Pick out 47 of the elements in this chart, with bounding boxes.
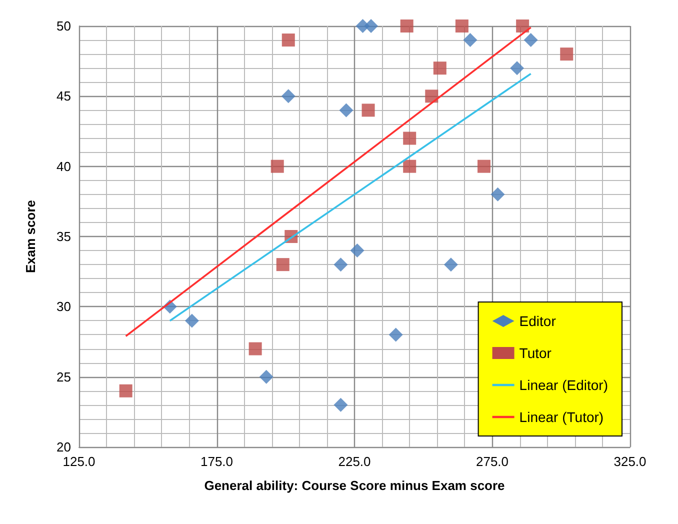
y-tick-label: 45: [56, 88, 71, 104]
point: [350, 244, 364, 258]
point: [490, 187, 505, 202]
point: [510, 61, 524, 76]
point: [270, 160, 284, 173]
point: [364, 19, 378, 33]
y-tick-label: 20: [56, 440, 71, 454]
point: [560, 48, 574, 61]
x-tick-label: 275.0: [476, 454, 509, 469]
x-axis-title: General ability: Course Score minus Exam score: [204, 478, 505, 493]
point: [362, 104, 375, 117]
y-tick-label: 35: [56, 229, 71, 244]
y-tick-label: 25: [56, 369, 71, 384]
x-tick-label: 175.0: [200, 454, 234, 469]
point: [334, 398, 348, 412]
y-axis-title: Exam score: [23, 200, 38, 273]
point: [184, 314, 199, 328]
x-tick-label: 125.0: [62, 454, 96, 469]
point: [248, 342, 262, 356]
point: [444, 258, 458, 272]
point: [477, 160, 490, 173]
point: [463, 33, 478, 48]
point: [339, 103, 354, 118]
point: [259, 370, 274, 384]
point: [524, 33, 538, 48]
point: [400, 20, 414, 32]
point: [403, 132, 416, 145]
point: [425, 90, 438, 103]
point: [388, 328, 403, 342]
legend-label: Linear (Tutor): [519, 409, 604, 425]
y-tick-label: 40: [56, 158, 71, 174]
y-tick-label: 30: [56, 299, 71, 314]
x-tick-label: 225.0: [338, 454, 371, 469]
point: [455, 20, 468, 32]
legend-label: Linear (Editor): [519, 377, 608, 393]
point: [281, 89, 296, 104]
point: [282, 34, 295, 47]
point: [433, 62, 446, 75]
x-tick-label: 325.0: [614, 454, 646, 469]
point: [516, 20, 530, 32]
point: [403, 160, 416, 173]
point: [119, 384, 132, 398]
point: [334, 258, 348, 272]
y-tick-label: 50: [56, 18, 71, 34]
point: [276, 258, 290, 272]
legend-label: Editor: [519, 313, 556, 329]
legend-label: Tutor: [519, 345, 552, 361]
